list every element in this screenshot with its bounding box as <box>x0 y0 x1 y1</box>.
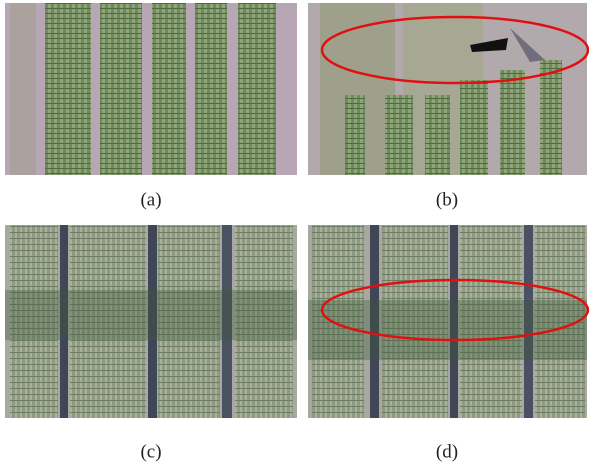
image-c <box>5 225 297 418</box>
image-a <box>5 3 297 175</box>
page: {"panels": [{"caption": "(a)"}, {"captio… <box>0 0 589 465</box>
caption: (c) <box>140 441 161 462</box>
figure: (a) (b) (c) (d) <box>0 0 589 465</box>
caption: (a) <box>140 189 161 210</box>
image-b <box>308 3 588 175</box>
caption: (d) <box>436 441 458 462</box>
caption: (b) <box>436 189 458 210</box>
image-d <box>308 225 588 418</box>
